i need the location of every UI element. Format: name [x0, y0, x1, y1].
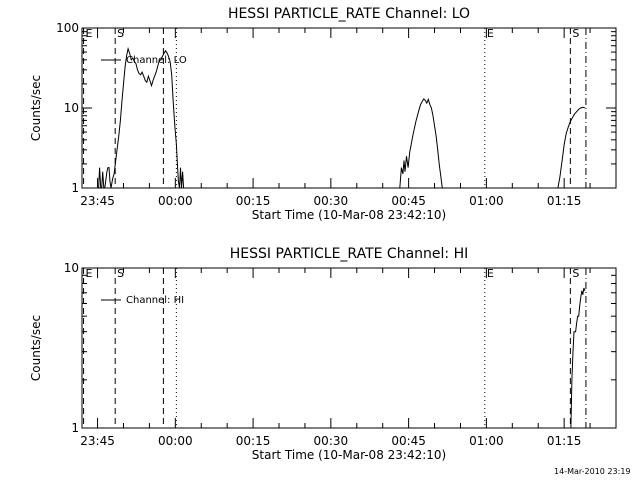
y-tick-label: 1 — [71, 181, 79, 195]
y-tick-label: 10 — [64, 101, 79, 115]
event-marker-label: E — [487, 27, 494, 40]
x-tick-label: 00:00 — [158, 434, 193, 448]
x-tick-label: 01:00 — [469, 194, 504, 208]
y-axis-label: Counts/sec — [29, 315, 43, 381]
x-tick-label: 23:45 — [80, 194, 115, 208]
x-axis-label: Start Time (10-Mar-08 23:42:10) — [252, 208, 446, 222]
series-line — [399, 97, 443, 189]
x-tick-label: 23:45 — [80, 434, 115, 448]
plots-layer: HESSI PARTICLE_RATE Channel: LO 1 10 100 23:… — [29, 6, 617, 462]
y-tick-label: 10 — [64, 261, 79, 275]
legend-label: Channel: LO — [126, 55, 187, 66]
x-tick-label: 00:15 — [236, 434, 271, 448]
event-marker-label: S — [572, 267, 579, 280]
creation-timestamp: 14-Mar-2010 23:19 — [554, 467, 631, 476]
event-marker-label: E — [86, 27, 93, 40]
event-marker-label: S — [117, 267, 124, 280]
event-marker-label: S — [572, 27, 579, 40]
x-tick-label: 00:45 — [391, 434, 426, 448]
legend-label: Channel: HI — [126, 295, 184, 306]
chart-panel-1: HESSI PARTICLE_RATE Channel: LO 1 10 100 23:… — [29, 6, 617, 222]
event-marker-label: E — [86, 267, 93, 280]
chart-title: HESSI PARTICLE_RATE Channel: HI — [230, 246, 468, 262]
x-tick-label: 01:15 — [547, 194, 582, 208]
x-tick-label: 00:30 — [314, 194, 349, 208]
x-tick-label: 01:00 — [469, 434, 504, 448]
x-tick-label: 00:45 — [391, 194, 426, 208]
y-tick-label: 100 — [56, 21, 79, 35]
x-axis-label: Start Time (10-Mar-08 23:42:10) — [252, 448, 446, 462]
event-marker-label: S — [117, 27, 124, 40]
y-axis-label: Counts/sec — [29, 75, 43, 141]
series-line — [98, 46, 185, 189]
event-marker-label: E — [487, 267, 494, 280]
chart-title: HESSI PARTICLE_RATE Channel: LO — [228, 6, 470, 22]
x-tick-label: 00:15 — [236, 194, 271, 208]
x-tick-label: 00:00 — [158, 194, 193, 208]
y-tick-label: 1 — [71, 421, 79, 435]
series-line — [557, 106, 585, 189]
x-tick-label: 01:15 — [547, 434, 582, 448]
x-tick-label: 00:30 — [314, 434, 349, 448]
series-line — [570, 287, 586, 429]
plot-frame — [81, 267, 617, 429]
chart-panel-2: HESSI PARTICLE_RATE Channel: HI 1 10 23:45 0… — [29, 246, 617, 462]
